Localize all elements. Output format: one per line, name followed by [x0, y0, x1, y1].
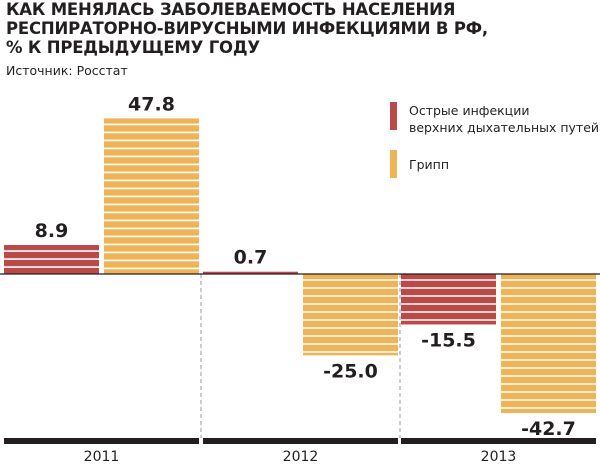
- bar-2013-s1: [401, 274, 496, 325]
- value-label-2012-s1: 0.7: [234, 247, 268, 269]
- category-axis-bar-2012: [203, 438, 398, 444]
- legend-swatch-flu: [390, 150, 397, 178]
- bar-2012-s1: [203, 271, 298, 274]
- value-label-2013-s1: -15.5: [421, 329, 476, 351]
- legend-label-flu: Грипп: [409, 157, 450, 172]
- value-label-2011-s2: 47.8: [128, 93, 175, 115]
- value-label-2013-s2: -42.7: [521, 418, 576, 440]
- bar-2012-s2: [303, 274, 398, 356]
- value-label-2011-s1: 8.9: [35, 220, 69, 242]
- legend-label-uri: Острые инфекции верхних дыхательных путе…: [409, 103, 600, 135]
- legend-item-flu: Грипп: [390, 150, 449, 178]
- category-axis-bar-2013: [401, 438, 596, 444]
- category-axis-bar-2011: [4, 438, 199, 444]
- category-label-2012: 2012: [283, 449, 319, 464]
- legend-item-uri: Острые инфекции верхних дыхательных путе…: [390, 102, 599, 136]
- source-note: Источник: Росстат: [6, 63, 128, 78]
- legend-swatch-uri: [390, 102, 397, 130]
- category-label-2013: 2013: [481, 449, 517, 464]
- category-label-2011: 2011: [84, 449, 120, 464]
- chart-title: КАК МЕНЯЛАСЬ ЗАБОЛЕВАЕМОСТЬ НАСЕЛЕНИЯ РЕ…: [6, 0, 488, 57]
- value-label-2012-s2: -25.0: [323, 360, 378, 382]
